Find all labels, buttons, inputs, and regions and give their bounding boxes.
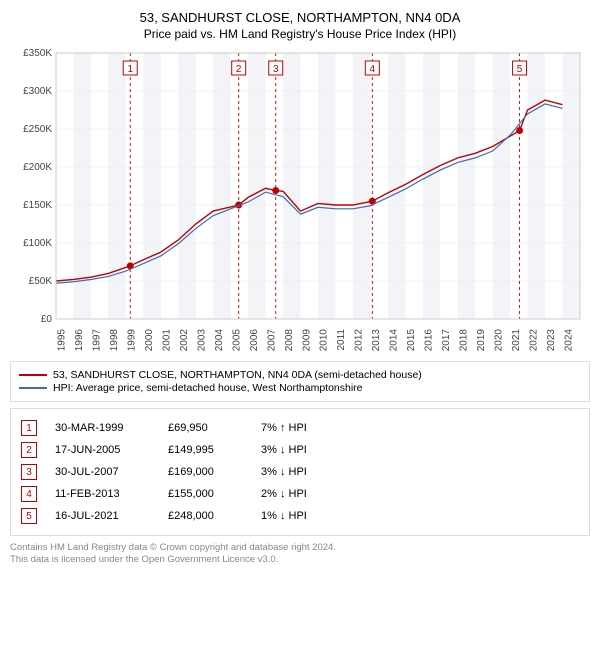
transaction-price: £149,995 [168,444,243,456]
transaction-row: 1 30-MAR-1999 £69,950 7% ↑ HPI [21,417,579,439]
svg-text:£150K: £150K [23,200,52,211]
svg-text:2013: 2013 [371,329,382,352]
legend-label: 53, SANDHURST CLOSE, NORTHAMPTON, NN4 0D… [53,369,422,381]
transaction-delta: 7% ↑ HPI [261,422,351,434]
transaction-date: 16-JUL-2021 [55,510,150,522]
svg-text:2008: 2008 [284,329,295,352]
legend: 53, SANDHURST CLOSE, NORTHAMPTON, NN4 0D… [10,361,590,402]
legend-label: HPI: Average price, semi-detached house,… [53,382,363,394]
svg-text:2001: 2001 [162,329,173,352]
svg-text:4: 4 [370,64,376,75]
transaction-marker: 2 [21,442,37,458]
transaction-price: £155,000 [168,488,243,500]
svg-text:2006: 2006 [249,329,260,352]
transaction-price: £169,000 [168,466,243,478]
svg-text:£100K: £100K [23,238,52,249]
svg-text:2021: 2021 [511,329,522,352]
transaction-marker: 3 [21,464,37,480]
transaction-delta: 3% ↓ HPI [261,466,351,478]
svg-text:2015: 2015 [406,329,417,352]
svg-text:2024: 2024 [563,329,574,352]
svg-text:£0: £0 [41,314,53,325]
transaction-date: 30-MAR-1999 [55,422,150,434]
transaction-price: £69,950 [168,422,243,434]
svg-text:2020: 2020 [493,329,504,352]
price-chart: £0 £50K £100K £150K £200K £250K £300K £350K 1995… [10,47,588,357]
svg-text:2005: 2005 [231,329,242,352]
transaction-row: 2 17-JUN-2005 £149,995 3% ↓ HPI [21,439,579,461]
svg-text:2007: 2007 [266,329,277,352]
chart-container: £0 £50K £100K £150K £200K £250K £300K £350K 1995… [10,47,590,357]
transaction-date: 11-FEB-2013 [55,488,150,500]
attribution-line1: Contains HM Land Registry data © Crown c… [10,542,590,554]
attribution-line2: This data is licensed under the Open Gov… [10,554,590,566]
transaction-delta: 2% ↓ HPI [261,488,351,500]
svg-text:2: 2 [236,64,242,75]
svg-text:1997: 1997 [92,329,103,352]
svg-text:2012: 2012 [354,329,365,352]
legend-item: 53, SANDHURST CLOSE, NORTHAMPTON, NN4 0D… [19,369,581,381]
svg-text:2003: 2003 [196,329,207,352]
svg-text:5: 5 [517,64,523,75]
svg-text:3: 3 [273,64,279,75]
transaction-date: 30-JUL-2007 [55,466,150,478]
transaction-marker: 5 [21,508,37,524]
chart-title-block: 53, SANDHURST CLOSE, NORTHAMPTON, NN4 0D… [10,10,590,41]
svg-text:2016: 2016 [424,329,435,352]
transaction-row: 3 30-JUL-2007 £169,000 3% ↓ HPI [21,461,579,483]
transaction-delta: 1% ↓ HPI [261,510,351,522]
svg-text:£200K: £200K [23,162,52,173]
svg-text:2022: 2022 [528,329,539,352]
transaction-delta: 3% ↓ HPI [261,444,351,456]
transaction-date: 17-JUN-2005 [55,444,150,456]
transaction-marker: 4 [21,486,37,502]
svg-text:£350K: £350K [23,48,52,59]
svg-text:2009: 2009 [301,329,312,352]
svg-text:1995: 1995 [57,329,68,352]
transaction-marker: 1 [21,420,37,436]
svg-text:2018: 2018 [458,329,469,352]
legend-item: HPI: Average price, semi-detached house,… [19,382,581,394]
svg-text:£50K: £50K [29,276,53,287]
transaction-price: £248,000 [168,510,243,522]
svg-text:1998: 1998 [109,329,120,352]
svg-text:2010: 2010 [319,329,330,352]
legend-swatch [19,387,47,389]
svg-text:2023: 2023 [546,329,557,352]
svg-text:1: 1 [127,64,133,75]
transaction-row: 5 16-JUL-2021 £248,000 1% ↓ HPI [21,505,579,527]
svg-text:2017: 2017 [441,329,452,352]
transaction-table: 1 30-MAR-1999 £69,950 7% ↑ HPI 2 17-JUN-2005 £… [10,408,590,536]
attribution: Contains HM Land Registry data © Crown c… [10,542,590,567]
svg-text:2002: 2002 [179,329,190,352]
svg-text:2014: 2014 [389,329,400,352]
svg-text:2004: 2004 [214,329,225,352]
svg-text:£250K: £250K [23,124,52,135]
svg-text:2000: 2000 [144,329,155,352]
svg-text:£300K: £300K [23,86,52,97]
title-address: 53, SANDHURST CLOSE, NORTHAMPTON, NN4 0D… [10,10,590,25]
title-subtitle: Price paid vs. HM Land Registry's House … [10,27,590,41]
legend-swatch [19,374,47,376]
transaction-row: 4 11-FEB-2013 £155,000 2% ↓ HPI [21,483,579,505]
svg-text:1999: 1999 [127,329,138,352]
svg-text:2011: 2011 [336,329,347,351]
svg-text:1996: 1996 [74,329,85,352]
svg-text:2019: 2019 [476,329,487,352]
